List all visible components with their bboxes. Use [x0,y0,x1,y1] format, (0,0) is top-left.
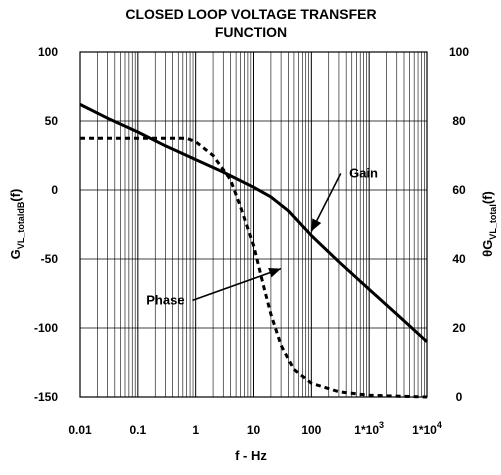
y-left-tick-label: 0 [51,183,58,197]
y-left-label-sub: VL_totaldB [16,201,26,249]
y-axis-right-label: θGVL_total(f) [480,191,498,257]
y-right-label-sub: VL_total [488,204,498,240]
x-tick-label: 1 [192,423,199,437]
y-right-tick-label: 20 [452,321,466,335]
y-right-tick-label: 100 [449,45,469,59]
y-right-tick-label: 60 [452,183,466,197]
y-right-tick-label: 80 [452,114,466,128]
y-axis-right-ticks: 100 80 60 40 20 0 [449,45,469,404]
annotation-arrowhead-phase [268,267,282,278]
series-line-gain [79,103,429,343]
x-axis-label: f - Hz [235,448,267,463]
y-left-label-tail: (f) [8,189,23,202]
chart-title-line-2: FUNCTION [215,24,287,40]
y-left-tick-label: 50 [45,114,59,128]
y-axis-left-label: GVL_totaldB(f) [8,189,26,260]
annotation-label-phase: Phase [146,292,184,307]
plot-frame [79,51,428,398]
x-tick-label: 0.01 [68,423,92,437]
x-tick-label: 10 [247,423,261,437]
series-line-phase [80,136,428,399]
x-tick-label: 1*104 [412,420,442,437]
annotation-arrow-phase [192,267,282,302]
grid [80,52,427,397]
y-left-tick-label: 100 [38,45,58,59]
y-left-label-main: G [8,249,23,259]
x-tick-label: 100 [301,423,321,437]
y-left-tick-label: -50 [41,252,59,266]
y-axis-left-ticks: 100 50 0 -50 -100 -150 [34,45,58,404]
y-right-label-main: θG [480,240,495,257]
y-left-tick-label: -100 [34,321,58,335]
chart-title-line-1: CLOSED LOOP VOLTAGE TRANSFER [125,6,376,22]
y-left-tick-label: -150 [34,390,58,404]
x-axis-ticks: 0.01 0.1 1 10 100 1*103 1*104 [68,420,442,437]
y-right-label-tail: (f) [480,191,495,204]
annotations: Gain Phase [146,165,378,307]
y-right-tick-label: 40 [452,252,466,266]
y-right-tick-label: 0 [456,390,463,404]
x-tick-label: 0.1 [129,423,146,437]
annotation-arrowhead-gain [311,218,322,232]
x-tick-label: 1*103 [354,420,384,437]
annotation-label-gain: Gain [349,165,378,180]
series [79,103,429,399]
